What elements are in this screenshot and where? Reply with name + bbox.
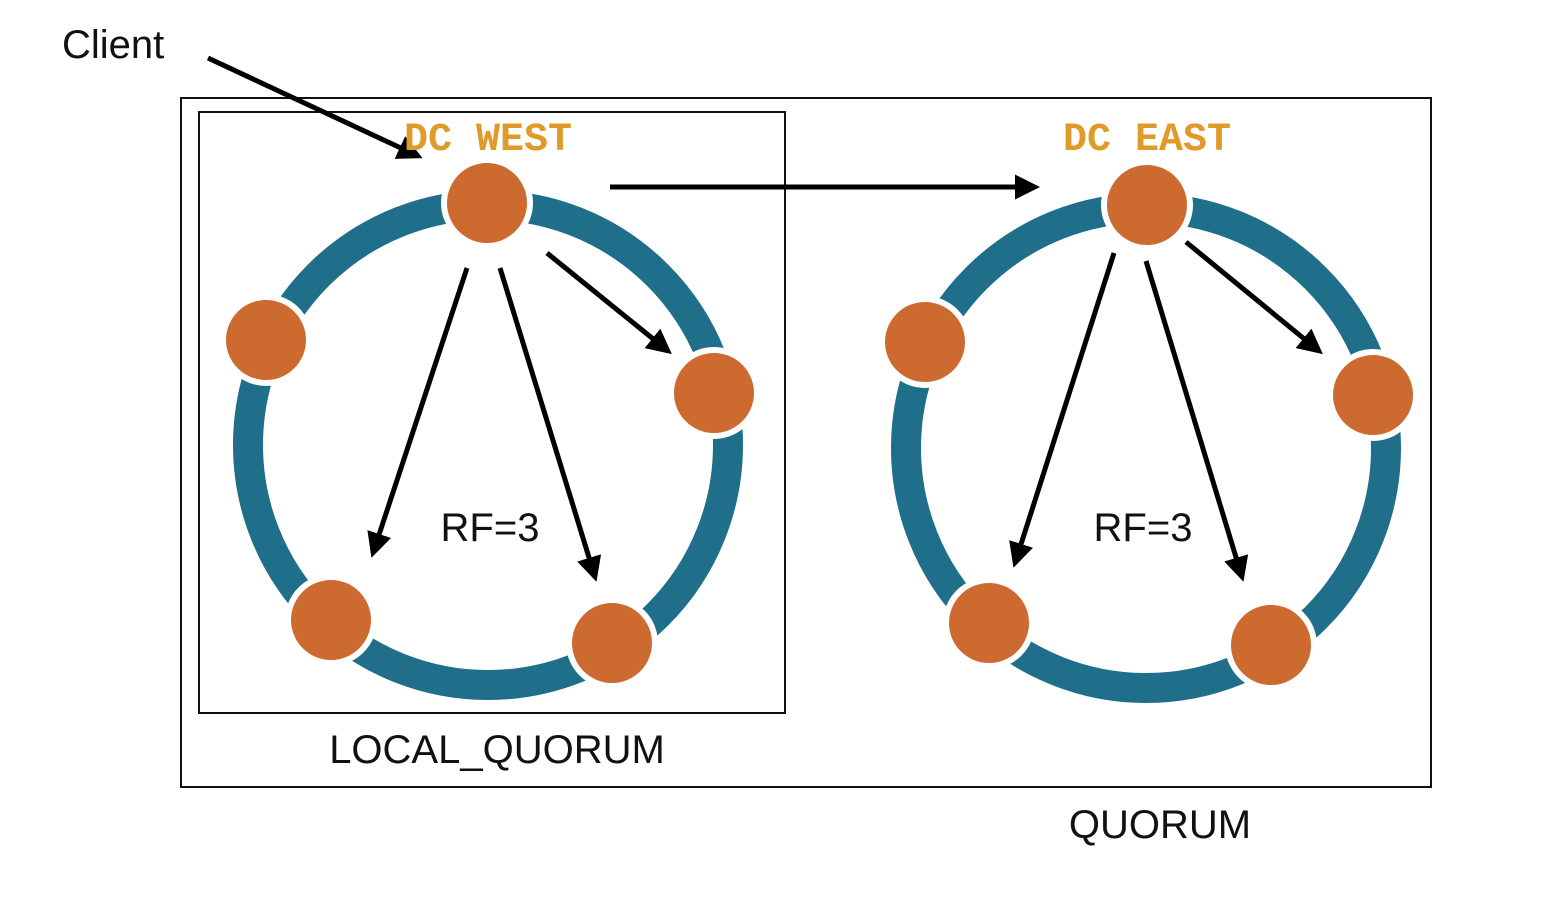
client-label: Client <box>62 23 164 67</box>
dc-east-node <box>1327 349 1419 441</box>
client-arrow <box>206 55 423 159</box>
west-replica-arrow <box>367 267 470 558</box>
dc-west-cluster <box>220 157 760 700</box>
dc-east-node <box>1225 599 1317 691</box>
east-replica-arrow <box>1184 240 1323 355</box>
dc-east-cluster <box>879 159 1419 703</box>
west-replica-arrow <box>497 267 602 582</box>
dc-east-node <box>879 296 971 388</box>
east-replica-arrow <box>1009 252 1117 568</box>
dc-west-node <box>441 157 533 249</box>
dc-east-rf-label: RF=3 <box>1094 506 1193 550</box>
dc-west-label: DC WEST <box>404 118 572 163</box>
quorum-box <box>180 97 1432 788</box>
east-replica-arrow <box>1143 260 1249 582</box>
dc-east-node <box>1101 159 1193 251</box>
quorum-label: QUORUM <box>1069 803 1251 847</box>
dc-west-node <box>220 294 312 386</box>
west-replica-arrow <box>545 251 672 355</box>
dc-west-node <box>668 347 760 439</box>
dc-west-node <box>285 574 377 666</box>
dc-west-rf-label: RF=3 <box>441 506 540 550</box>
local-quorum-label: LOCAL_QUORUM <box>329 728 665 772</box>
dc-east-node <box>943 577 1035 669</box>
local-quorum-box <box>198 111 786 714</box>
dc-west-node <box>566 597 658 689</box>
dc-east-label: DC EAST <box>1063 118 1231 163</box>
